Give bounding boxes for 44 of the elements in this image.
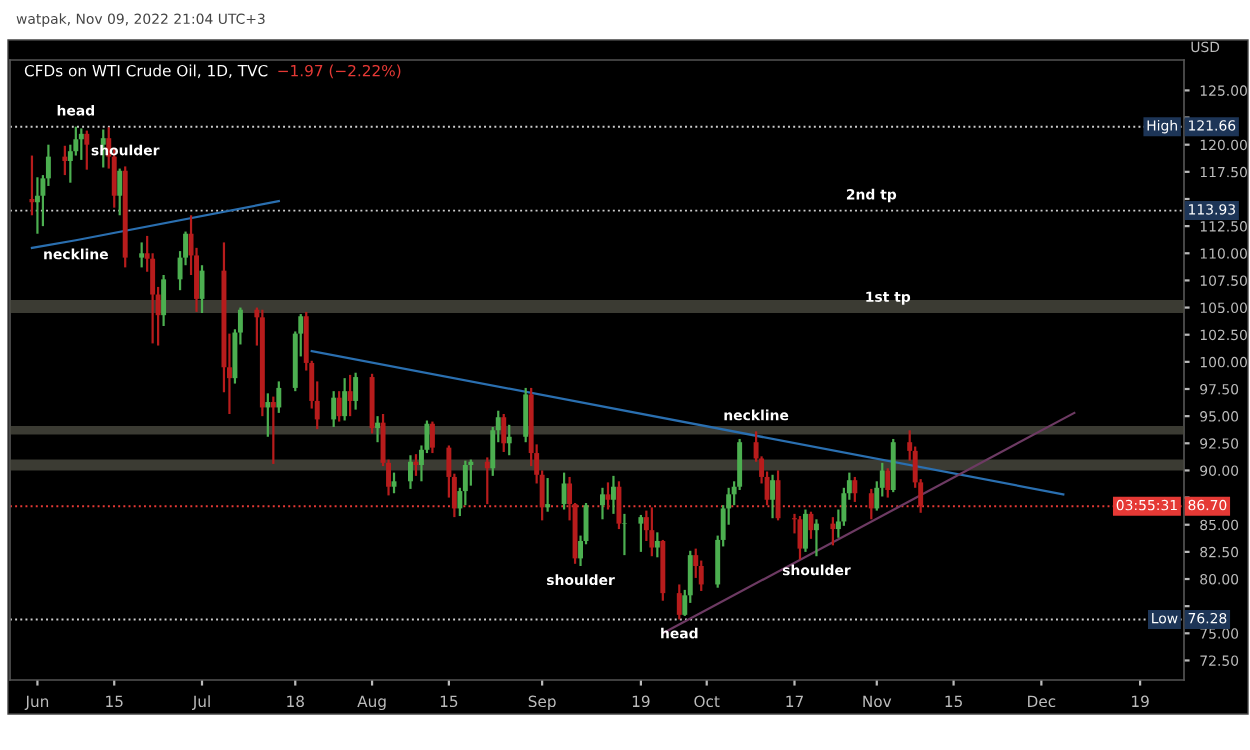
- candlestick: [545, 476, 551, 513]
- candlestick: [638, 513, 644, 553]
- candlestick: [813, 518, 819, 558]
- candlestick: [808, 510, 814, 540]
- candlestick: [265, 392, 271, 438]
- candlestick: [885, 467, 891, 499]
- candlestick: [890, 437, 896, 494]
- candlestick: [34, 176, 40, 235]
- candlestick: [347, 373, 353, 418]
- candlestick: [775, 469, 781, 522]
- candlestick: [616, 480, 622, 531]
- candlestick: [408, 454, 413, 491]
- candlestick: [610, 474, 616, 515]
- candlestick: [375, 415, 381, 444]
- candlestick: [506, 423, 512, 457]
- candlestick: [852, 475, 858, 504]
- candlestick: [78, 127, 84, 161]
- candlestick: [117, 167, 123, 217]
- candlestick: [600, 486, 605, 521]
- candlestick: [62, 144, 68, 177]
- candlestick: [676, 583, 682, 621]
- candlestick: [276, 380, 282, 414]
- candlestick: [353, 371, 359, 411]
- candlestick: [649, 506, 655, 558]
- candlestick: [654, 531, 660, 559]
- candlestick: [770, 473, 776, 520]
- candlestick: [501, 412, 507, 454]
- candlestick: [336, 390, 342, 423]
- candlestick: [429, 420, 435, 455]
- candlestick: [161, 273, 167, 328]
- candlestick: [484, 456, 490, 506]
- candlestick: [523, 386, 529, 444]
- candlestick: [868, 487, 874, 521]
- candlestick: [270, 395, 276, 466]
- candlestick: [413, 453, 419, 477]
- candlestick: [342, 377, 348, 422]
- candlestick: [139, 241, 145, 269]
- candlestick: [331, 390, 337, 429]
- candlestick: [84, 129, 90, 171]
- candlestick: [621, 512, 627, 557]
- candlestick: [830, 516, 836, 547]
- candlestick: [561, 471, 567, 511]
- candlestick: [803, 508, 808, 553]
- candlestick: [29, 154, 35, 217]
